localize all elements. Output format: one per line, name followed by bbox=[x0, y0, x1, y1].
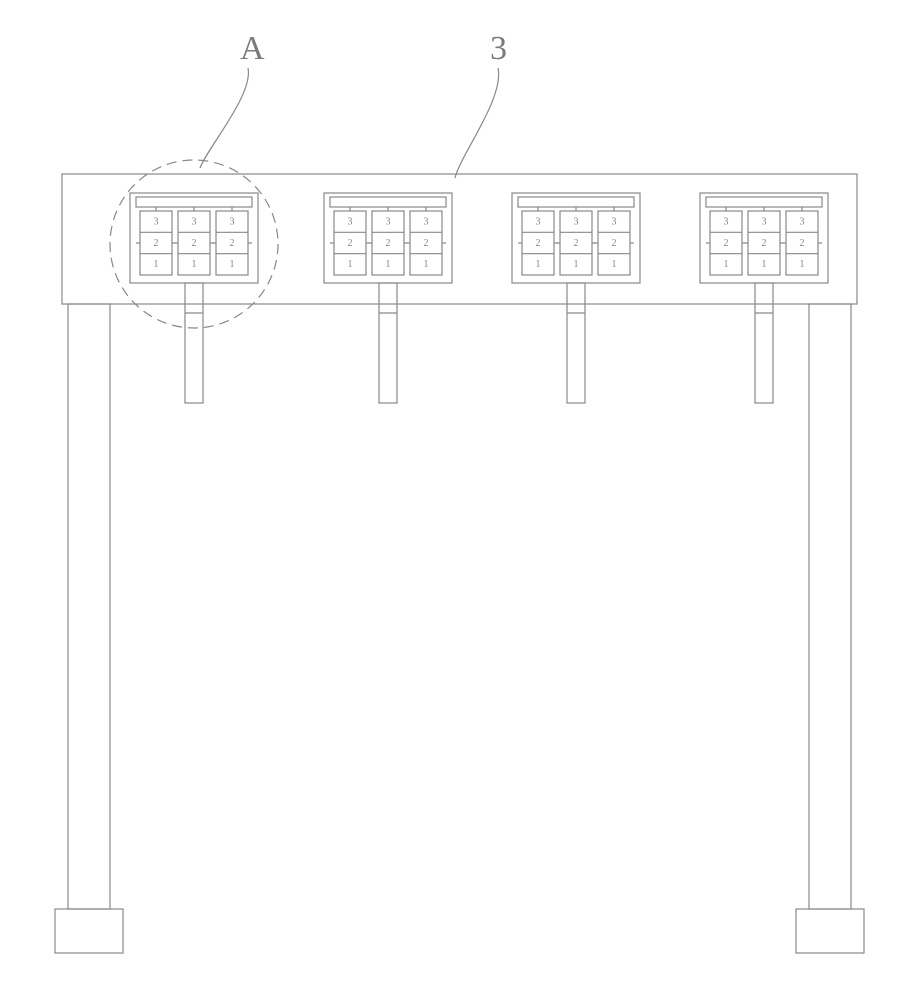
svg-text:1: 1 bbox=[424, 259, 429, 270]
svg-text:3: 3 bbox=[574, 216, 579, 227]
label-3: 3 bbox=[490, 30, 507, 68]
svg-text:3: 3 bbox=[192, 216, 197, 227]
svg-text:2: 2 bbox=[612, 238, 617, 249]
svg-text:2: 2 bbox=[230, 238, 235, 249]
svg-text:1: 1 bbox=[536, 259, 541, 270]
svg-text:3: 3 bbox=[230, 216, 235, 227]
svg-text:1: 1 bbox=[348, 259, 353, 270]
svg-text:3: 3 bbox=[536, 216, 541, 227]
svg-text:2: 2 bbox=[154, 238, 159, 249]
svg-text:2: 2 bbox=[386, 238, 391, 249]
svg-text:2: 2 bbox=[800, 238, 805, 249]
svg-text:1: 1 bbox=[230, 259, 235, 270]
svg-text:2: 2 bbox=[574, 238, 579, 249]
svg-text:3: 3 bbox=[762, 216, 767, 227]
svg-text:3: 3 bbox=[424, 216, 429, 227]
svg-text:3: 3 bbox=[386, 216, 391, 227]
svg-text:1: 1 bbox=[192, 259, 197, 270]
module-0: 3 2 1 3 2 1 3 2 1 bbox=[130, 193, 258, 403]
svg-text:2: 2 bbox=[762, 238, 767, 249]
engineering-diagram: 3 2 1 3 2 1 3 2 1 3 2 1 3 2 1 3 2 1 3 2 1 3 2 1 3 2 1 3 2 1 3 2 1 3 2 1 bbox=[0, 0, 917, 1000]
svg-text:3: 3 bbox=[612, 216, 617, 227]
svg-text:2: 2 bbox=[536, 238, 541, 249]
svg-text:3: 3 bbox=[348, 216, 353, 227]
svg-text:2: 2 bbox=[192, 238, 197, 249]
svg-text:1: 1 bbox=[386, 259, 391, 270]
svg-text:1: 1 bbox=[574, 259, 579, 270]
svg-text:3: 3 bbox=[154, 216, 159, 227]
svg-text:2: 2 bbox=[424, 238, 429, 249]
label-A: A bbox=[240, 30, 265, 68]
diagram-svg: 3 2 1 3 2 1 3 2 1 3 2 1 3 2 1 3 2 1 3 2 1 3 2 1 3 2 1 3 2 1 3 2 1 3 2 1 bbox=[0, 0, 917, 1000]
module-2: 3 2 1 3 2 1 3 2 1 bbox=[512, 193, 640, 403]
svg-text:1: 1 bbox=[154, 259, 159, 270]
svg-text:2: 2 bbox=[348, 238, 353, 249]
svg-text:3: 3 bbox=[724, 216, 729, 227]
svg-text:2: 2 bbox=[724, 238, 729, 249]
svg-text:1: 1 bbox=[612, 259, 617, 270]
svg-text:1: 1 bbox=[762, 259, 767, 270]
svg-text:3: 3 bbox=[800, 216, 805, 227]
svg-text:1: 1 bbox=[724, 259, 729, 270]
svg-text:1: 1 bbox=[800, 259, 805, 270]
module-1: 3 2 1 3 2 1 3 2 1 bbox=[324, 193, 452, 403]
